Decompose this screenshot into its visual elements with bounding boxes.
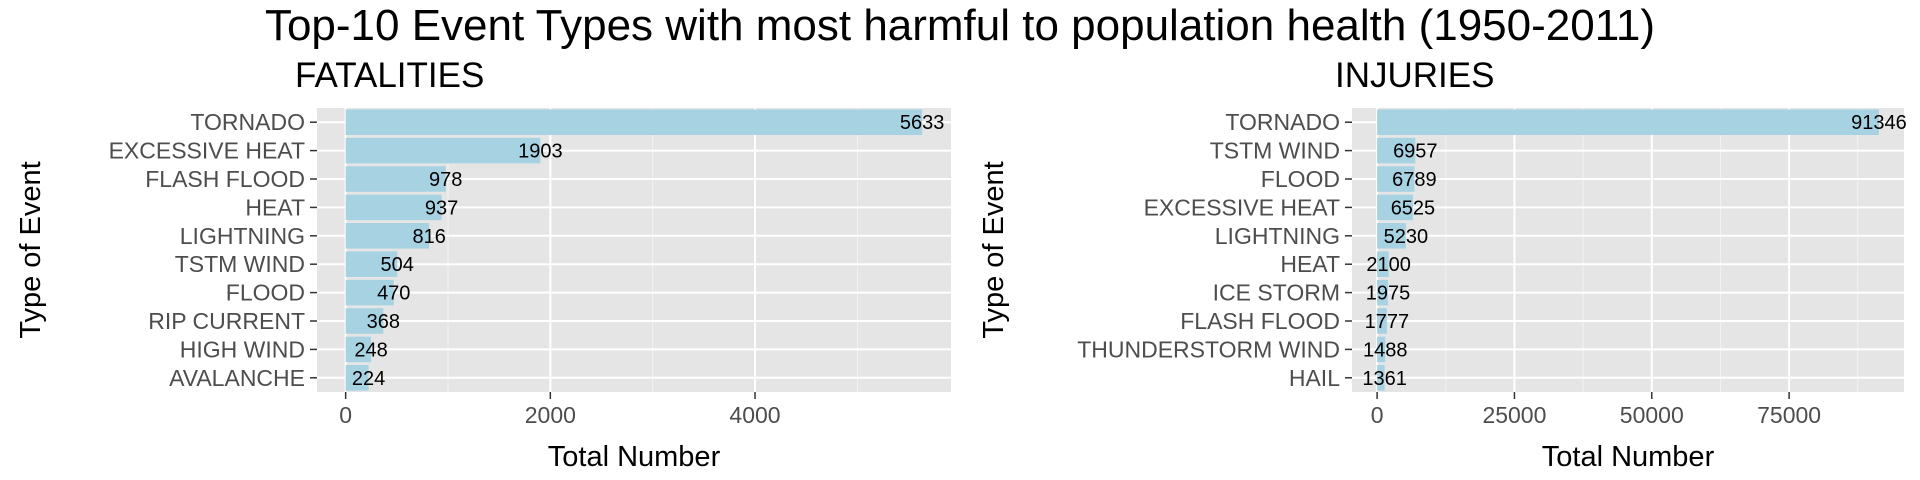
data-label: 1488 bbox=[1363, 339, 1408, 361]
bar bbox=[345, 251, 398, 277]
bar bbox=[1377, 365, 1385, 391]
bar bbox=[345, 279, 394, 306]
x-tick-label: 50000 bbox=[1620, 402, 1684, 428]
bar bbox=[1377, 336, 1386, 363]
bar bbox=[345, 166, 446, 192]
x-tick-label: 25000 bbox=[1482, 402, 1546, 428]
bar bbox=[1377, 223, 1406, 249]
bar bbox=[345, 336, 372, 363]
x-tick-label: 2000 bbox=[525, 402, 576, 428]
data-label: 1903 bbox=[518, 141, 563, 163]
panel-title: FATALITIES bbox=[295, 56, 484, 95]
category-label: EXCESSIVE HEAT bbox=[109, 138, 305, 164]
data-label: 470 bbox=[377, 283, 410, 305]
bar bbox=[1377, 279, 1388, 306]
data-label: 1777 bbox=[1365, 311, 1410, 333]
data-label: 1975 bbox=[1366, 283, 1411, 305]
data-label: 6525 bbox=[1391, 197, 1436, 219]
category-label: THUNDERSTORM WIND bbox=[1077, 336, 1340, 362]
data-label: 91346 bbox=[1851, 112, 1907, 134]
category-label: HIGH WIND bbox=[180, 336, 305, 362]
category-label: FLASH FLOOD bbox=[145, 166, 305, 192]
category-label: TSTM WIND bbox=[1210, 138, 1340, 164]
category-label: AVALANCHE bbox=[169, 365, 305, 391]
bar bbox=[345, 194, 442, 221]
data-label: 1361 bbox=[1362, 368, 1407, 390]
category-label: HAIL bbox=[1289, 365, 1340, 391]
category-label: LIGHTNING bbox=[180, 223, 305, 249]
data-label: 368 bbox=[367, 311, 400, 333]
bar bbox=[1377, 166, 1415, 192]
category-label: HEAT bbox=[1280, 251, 1340, 277]
category-label: FLASH FLOOD bbox=[1180, 308, 1340, 334]
category-label: TORNADO bbox=[190, 109, 305, 135]
data-label: 504 bbox=[381, 254, 414, 276]
data-label: 937 bbox=[425, 197, 458, 219]
y-axis-title: Type of Event bbox=[15, 161, 47, 338]
data-label: 224 bbox=[352, 368, 385, 390]
bar bbox=[1377, 137, 1416, 164]
bar bbox=[1377, 194, 1413, 221]
category-label: LIGHTNING bbox=[1215, 223, 1340, 249]
bar bbox=[1377, 308, 1387, 334]
bar bbox=[1377, 109, 1879, 135]
category-label: FLOOD bbox=[226, 280, 305, 306]
category-label: EXCESSIVE HEAT bbox=[1144, 194, 1340, 220]
data-label: 5230 bbox=[1384, 226, 1429, 248]
data-label: 248 bbox=[354, 339, 387, 361]
category-label: HEAT bbox=[245, 194, 305, 220]
category-label: ICE STORM bbox=[1213, 280, 1340, 306]
category-label: TORNADO bbox=[1225, 109, 1340, 135]
x-tick-label: 4000 bbox=[729, 402, 780, 428]
data-label: 2100 bbox=[1366, 254, 1411, 276]
x-axis-title: Total Number bbox=[548, 441, 721, 473]
data-label: 978 bbox=[429, 169, 462, 191]
data-label: 6957 bbox=[1393, 141, 1438, 163]
chart-main-title: Top-10 Event Types with most harmful to … bbox=[264, 1, 1656, 50]
bar bbox=[345, 308, 384, 334]
bar bbox=[345, 223, 430, 249]
x-tick-label: 75000 bbox=[1757, 402, 1821, 428]
x-axis-title: Total Number bbox=[1542, 441, 1715, 473]
bar bbox=[345, 365, 369, 391]
bar bbox=[345, 137, 541, 164]
category-label: RIP CURRENT bbox=[148, 308, 305, 334]
bar bbox=[1377, 251, 1389, 277]
panel-title: INJURIES bbox=[1335, 56, 1494, 95]
data-label: 816 bbox=[412, 226, 445, 248]
data-label: 6789 bbox=[1392, 169, 1437, 191]
y-axis-title: Type of Event bbox=[978, 161, 1010, 338]
category-label: FLOOD bbox=[1261, 166, 1340, 192]
bar bbox=[345, 109, 923, 135]
panel-background bbox=[1352, 108, 1904, 392]
category-label: TSTM WIND bbox=[175, 251, 305, 277]
data-label: 5633 bbox=[900, 112, 945, 134]
x-tick-label: 0 bbox=[339, 402, 352, 428]
x-tick-label: 0 bbox=[1371, 402, 1384, 428]
